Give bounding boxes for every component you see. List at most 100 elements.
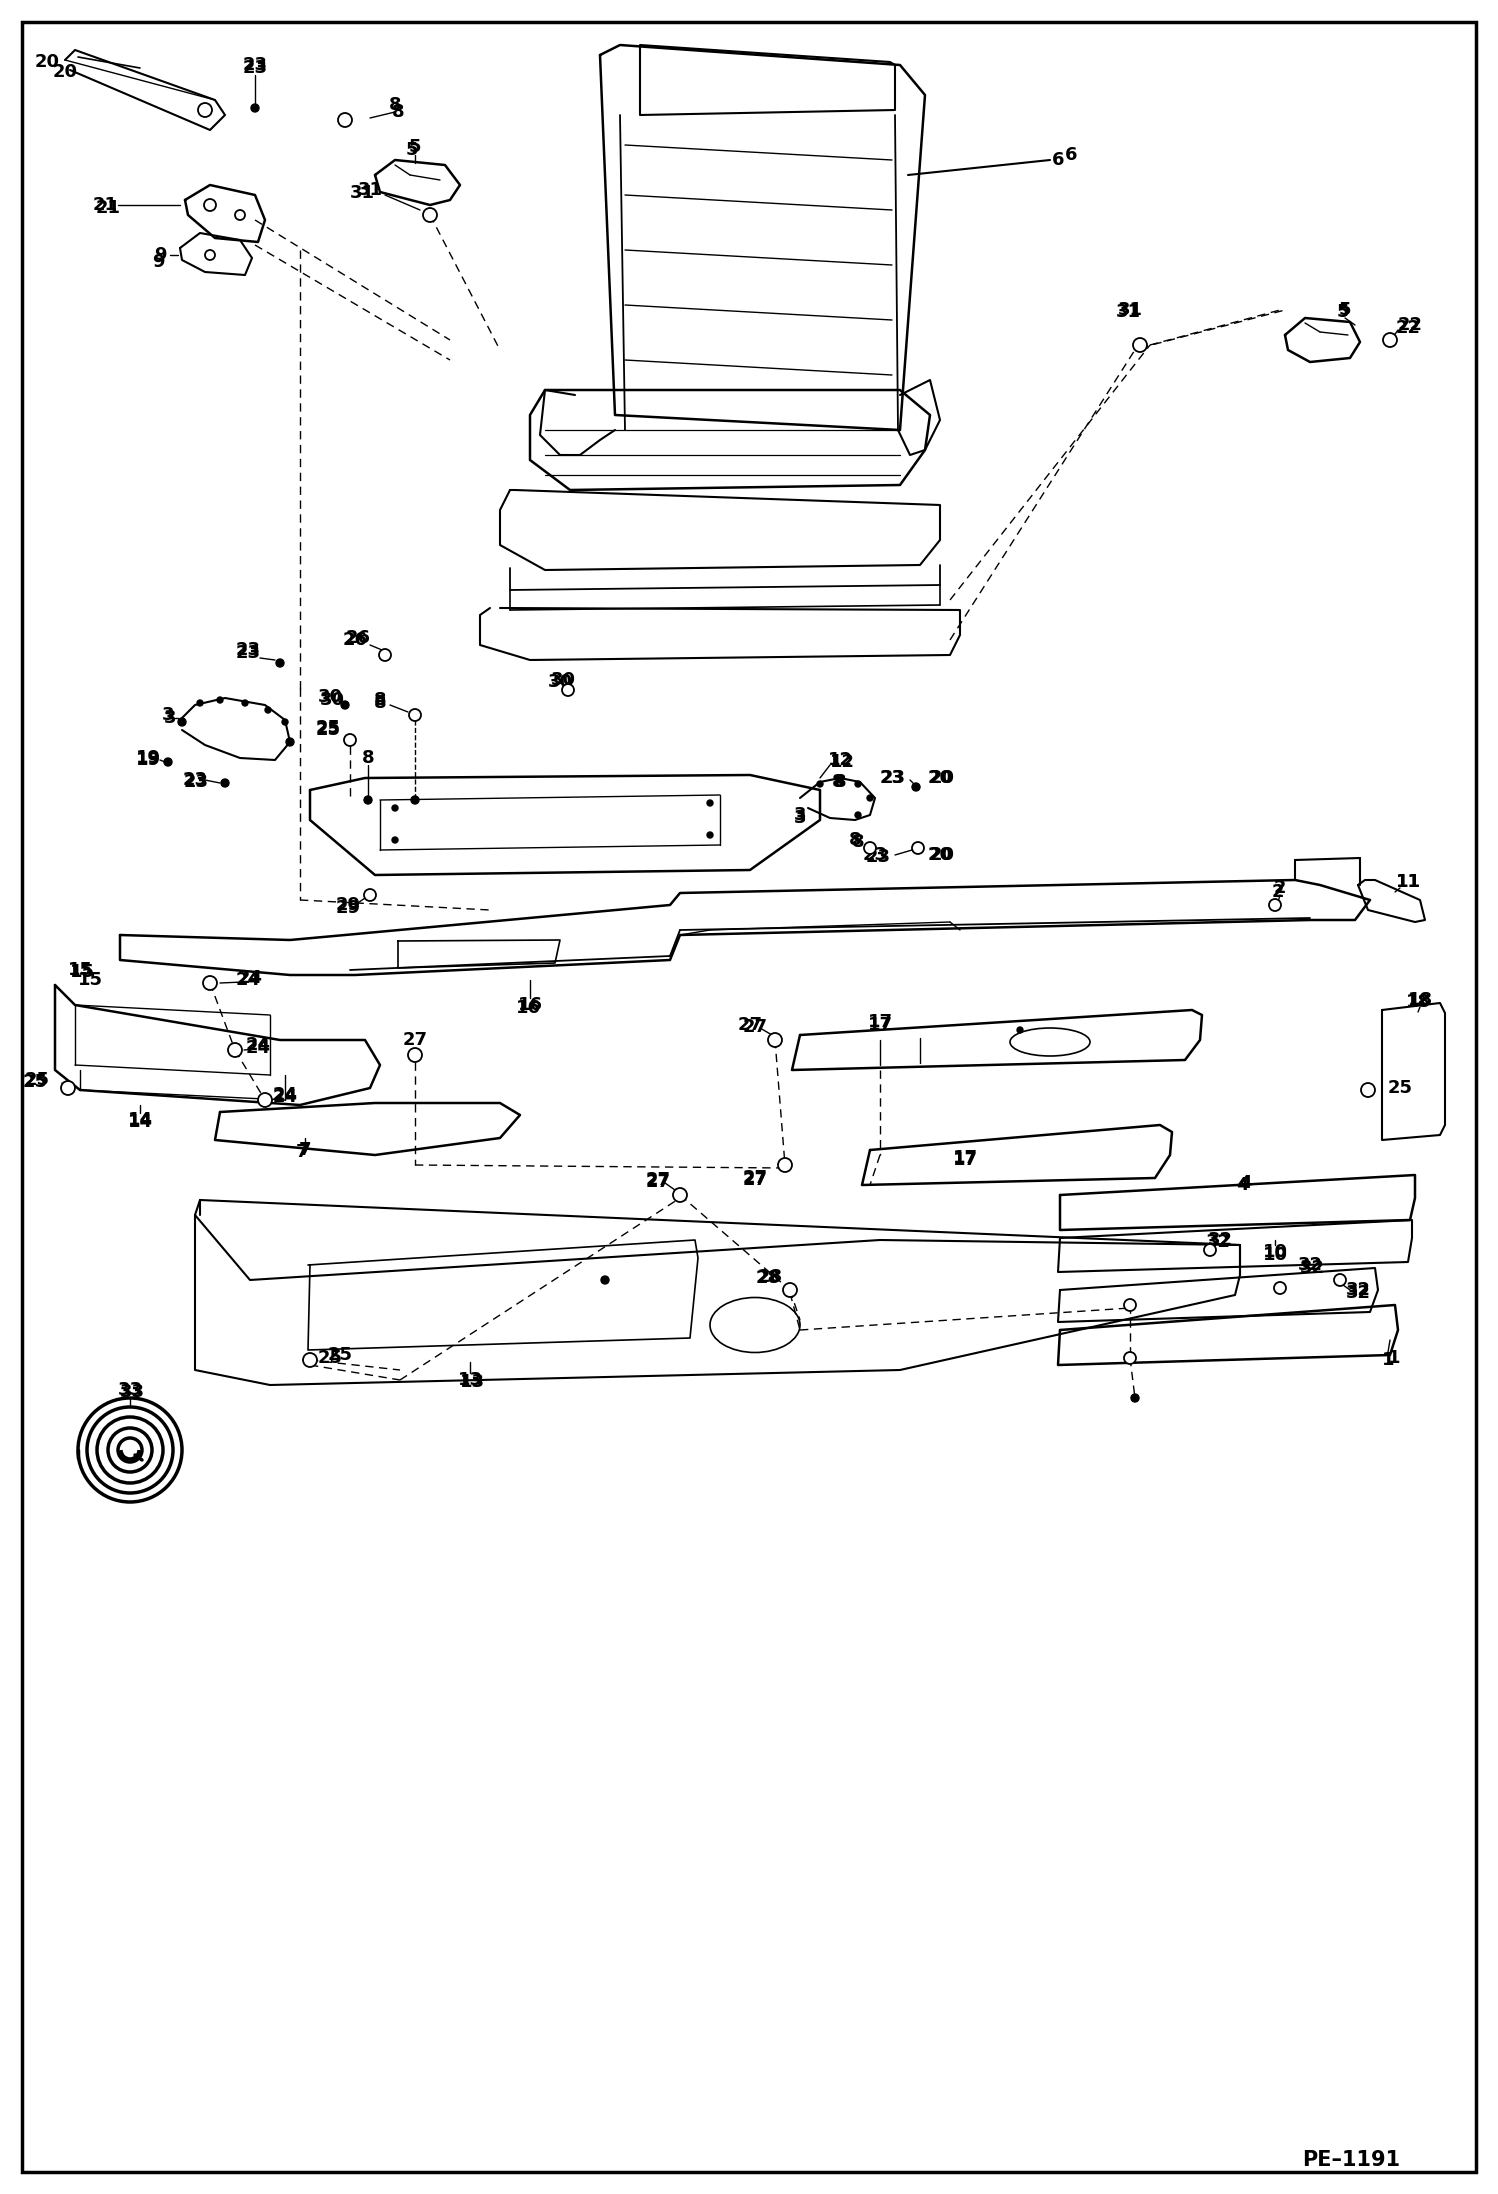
Text: 18: 18 (1408, 992, 1432, 1009)
Text: 3: 3 (794, 805, 806, 825)
Text: 25: 25 (25, 1071, 49, 1088)
Circle shape (425, 211, 434, 219)
Circle shape (565, 687, 572, 693)
Circle shape (205, 250, 216, 261)
Text: 23: 23 (866, 849, 890, 867)
Circle shape (1017, 1027, 1023, 1033)
Text: 25: 25 (22, 1073, 48, 1090)
Circle shape (364, 796, 372, 803)
Text: 24: 24 (273, 1086, 298, 1104)
Circle shape (339, 114, 352, 127)
Text: 8: 8 (391, 103, 404, 121)
Circle shape (204, 976, 217, 989)
Text: 1: 1 (1381, 1352, 1395, 1369)
Circle shape (364, 889, 376, 902)
Text: 23: 23 (879, 770, 905, 788)
Text: 23: 23 (243, 57, 268, 75)
Text: 17: 17 (867, 1014, 893, 1031)
Circle shape (912, 842, 924, 853)
Circle shape (1386, 336, 1395, 344)
Circle shape (198, 700, 204, 706)
Text: 9: 9 (151, 252, 165, 272)
Text: 24: 24 (246, 1036, 271, 1053)
Text: 28: 28 (758, 1268, 782, 1286)
Circle shape (422, 208, 437, 222)
Circle shape (780, 1161, 789, 1169)
Text: 30: 30 (319, 691, 345, 709)
Circle shape (707, 832, 713, 838)
Text: 30: 30 (550, 671, 575, 689)
Text: 25: 25 (316, 722, 340, 739)
Text: 19: 19 (135, 750, 160, 770)
Text: 14: 14 (127, 1112, 153, 1130)
Text: 18: 18 (1405, 994, 1431, 1011)
Circle shape (261, 1095, 270, 1106)
Text: 20: 20 (52, 64, 78, 81)
Text: 10: 10 (1263, 1244, 1287, 1262)
Circle shape (837, 777, 843, 783)
Text: 15: 15 (69, 963, 94, 981)
Text: 31: 31 (1116, 303, 1140, 320)
Circle shape (676, 1189, 685, 1200)
Text: 13: 13 (460, 1373, 484, 1391)
Text: 7: 7 (298, 1141, 312, 1158)
Text: 30: 30 (318, 689, 343, 706)
Circle shape (1336, 1277, 1344, 1283)
Text: 29: 29 (336, 895, 361, 915)
Circle shape (1363, 1086, 1374, 1095)
Text: 24: 24 (273, 1088, 298, 1106)
Circle shape (342, 116, 349, 125)
Text: 26: 26 (346, 630, 370, 647)
Text: 25: 25 (316, 720, 340, 737)
Circle shape (217, 698, 223, 702)
Circle shape (1335, 1275, 1347, 1286)
Text: 27: 27 (737, 1016, 762, 1033)
Text: 8: 8 (852, 834, 864, 851)
Text: 26: 26 (343, 632, 367, 649)
Circle shape (1269, 900, 1281, 911)
Circle shape (1124, 1352, 1135, 1365)
Text: 27: 27 (743, 1018, 767, 1036)
Text: 27: 27 (743, 1172, 767, 1189)
Text: 16: 16 (517, 996, 542, 1014)
Text: 8: 8 (373, 693, 386, 713)
Circle shape (409, 709, 421, 722)
Text: 31: 31 (358, 180, 382, 200)
Circle shape (204, 200, 216, 211)
Circle shape (410, 711, 419, 720)
Text: 23: 23 (881, 770, 905, 788)
Text: 5: 5 (409, 138, 421, 156)
Circle shape (777, 1158, 792, 1172)
Text: 7: 7 (295, 1143, 309, 1161)
Text: 31: 31 (1118, 301, 1143, 318)
Circle shape (1206, 1246, 1213, 1255)
Circle shape (61, 1082, 75, 1095)
Text: 12: 12 (830, 753, 854, 770)
Circle shape (178, 717, 186, 726)
Text: 27: 27 (403, 1031, 427, 1049)
Text: 32: 32 (1297, 1255, 1323, 1275)
Text: 32: 32 (1345, 1283, 1371, 1301)
Circle shape (392, 805, 398, 812)
Text: 16: 16 (515, 998, 541, 1018)
Text: 32: 32 (1299, 1259, 1324, 1277)
Circle shape (282, 720, 288, 724)
Text: 17: 17 (953, 1150, 978, 1167)
Circle shape (783, 1283, 797, 1297)
Text: 20: 20 (929, 770, 954, 788)
Circle shape (866, 845, 873, 851)
Circle shape (1204, 1244, 1216, 1255)
Text: 27: 27 (743, 1169, 767, 1187)
Text: 3: 3 (163, 709, 177, 726)
Text: 20: 20 (927, 770, 953, 788)
Text: 2: 2 (1272, 882, 1284, 902)
Circle shape (243, 700, 249, 706)
Text: 6: 6 (1065, 147, 1077, 165)
Text: 20: 20 (929, 847, 954, 864)
Circle shape (306, 1356, 315, 1365)
Circle shape (1383, 333, 1398, 347)
Text: 6: 6 (1052, 151, 1064, 169)
Circle shape (1126, 1354, 1134, 1362)
Text: 23: 23 (243, 59, 268, 77)
Text: 23: 23 (183, 770, 208, 790)
